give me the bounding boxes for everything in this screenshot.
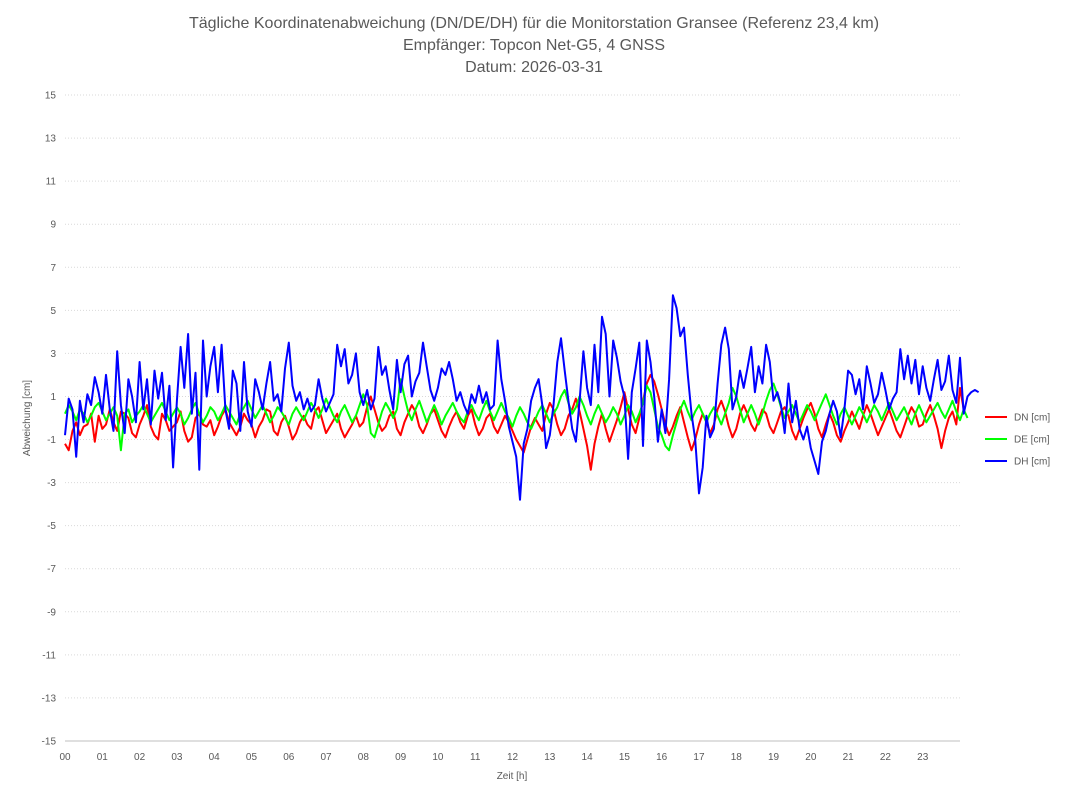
x-tick-label: 20 <box>805 752 817 763</box>
x-tick-label: 23 <box>917 752 929 763</box>
x-axis-tick-labels: 00 01 02 03 04 05 06 07 08 09 10 11 12 13 14 15 16 17 18 19… <box>59 752 928 763</box>
x-tick-label: 21 <box>843 752 855 763</box>
y-tick-label: -3 <box>47 478 56 489</box>
y-tick-label: 1 <box>50 392 56 403</box>
x-tick-label: 18 <box>731 752 743 763</box>
x-tick-label: 14 <box>582 752 594 763</box>
legend-label-2: DH [cm] <box>1014 457 1050 468</box>
x-tick-label: 00 <box>59 752 71 763</box>
x-tick-label: 01 <box>97 752 109 763</box>
x-tick-label: 02 <box>134 752 146 763</box>
y-tick-label: -5 <box>47 521 56 532</box>
y-tick-label: -15 <box>42 737 57 748</box>
chart-title: Tägliche Koordinatenabweichung (DN/DE/DH… <box>189 15 879 76</box>
y-tick-label: -7 <box>47 564 56 575</box>
x-tick-label: 15 <box>619 752 631 763</box>
x-tick-label: 22 <box>880 752 892 763</box>
title-line-3: Datum: 2026-03-31 <box>465 59 603 76</box>
x-tick-label: 07 <box>320 752 332 763</box>
y-tick-label: 7 <box>50 263 56 274</box>
y-tick-label: 11 <box>46 177 57 188</box>
x-tick-label: 17 <box>693 752 705 763</box>
y-tick-label: -1 <box>47 435 56 446</box>
title-line-1: Tägliche Koordinatenabweichung (DN/DE/DH… <box>189 15 879 32</box>
x-tick-label: 13 <box>544 752 556 763</box>
series-lines <box>64 294 980 501</box>
series-line-de <box>64 378 969 452</box>
y-axis-tick-labels: 15 13 11 9 7 5 3 1 -1 -3 -5 -7 -9 -11 -13 -15 <box>42 91 57 748</box>
series-line-dn <box>64 373 965 471</box>
x-tick-label: 03 <box>171 752 183 763</box>
y-axis-title: Abweichung [cm] <box>22 380 33 456</box>
x-tick-label: 11 <box>470 752 481 763</box>
gridlines <box>65 94 960 699</box>
x-tick-label: 16 <box>656 752 668 763</box>
x-tick-label: 06 <box>283 752 295 763</box>
x-tick-label: 09 <box>395 752 407 763</box>
series-line-dh <box>64 294 980 501</box>
y-tick-label: -13 <box>42 693 57 704</box>
legend: DN [cm] DE [cm] DH [cm] <box>985 413 1050 468</box>
y-tick-label: 13 <box>45 134 57 145</box>
x-tick-label: 05 <box>246 752 258 763</box>
y-tick-label: -11 <box>42 650 56 661</box>
legend-label-0: DN [cm] <box>1014 413 1050 424</box>
x-tick-label: 08 <box>358 752 370 763</box>
y-tick-label: 5 <box>50 306 56 317</box>
legend-label-1: DE [cm] <box>1014 435 1050 446</box>
x-tick-label: 04 <box>209 752 221 763</box>
y-tick-label: 15 <box>45 91 57 102</box>
x-tick-label: 10 <box>432 752 444 763</box>
title-line-2: Empfänger: Topcon Net-G5, 4 GNSS <box>403 37 665 54</box>
y-tick-label: 9 <box>50 220 56 231</box>
y-tick-label: 3 <box>50 349 56 360</box>
y-tick-label: -9 <box>47 607 56 618</box>
x-tick-label: 19 <box>768 752 780 763</box>
x-tick-label: 12 <box>507 752 519 763</box>
x-axis-title: Zeit [h] <box>497 771 528 782</box>
